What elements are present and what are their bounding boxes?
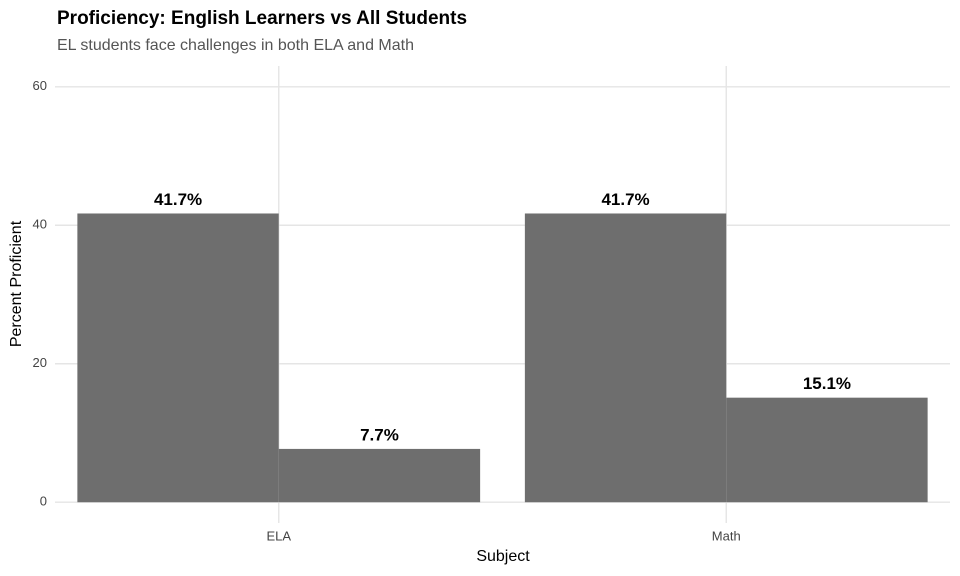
y-tick-label: 0	[40, 494, 47, 509]
y-tick-label: 20	[33, 355, 47, 370]
chart-title: Proficiency: English Learners vs All Stu…	[57, 8, 467, 29]
bar	[726, 397, 928, 503]
bar	[524, 213, 727, 503]
y-tick-label: 60	[33, 78, 47, 93]
x-tick-label: Math	[712, 528, 741, 543]
bar	[77, 213, 279, 503]
bar	[278, 448, 481, 503]
y-axis-label: Percent Proficient	[8, 220, 25, 347]
x-axis-label: Subject	[476, 548, 530, 565]
value-label: 7.7%	[360, 425, 399, 444]
y-tick-label: 40	[33, 217, 47, 232]
x-tick-label: ELA	[266, 528, 291, 543]
value-label: 15.1%	[803, 374, 851, 393]
value-label: 41.7%	[601, 190, 649, 209]
chart-subtitle: EL students face challenges in both ELA …	[57, 37, 414, 54]
value-label: 41.7%	[154, 190, 202, 209]
